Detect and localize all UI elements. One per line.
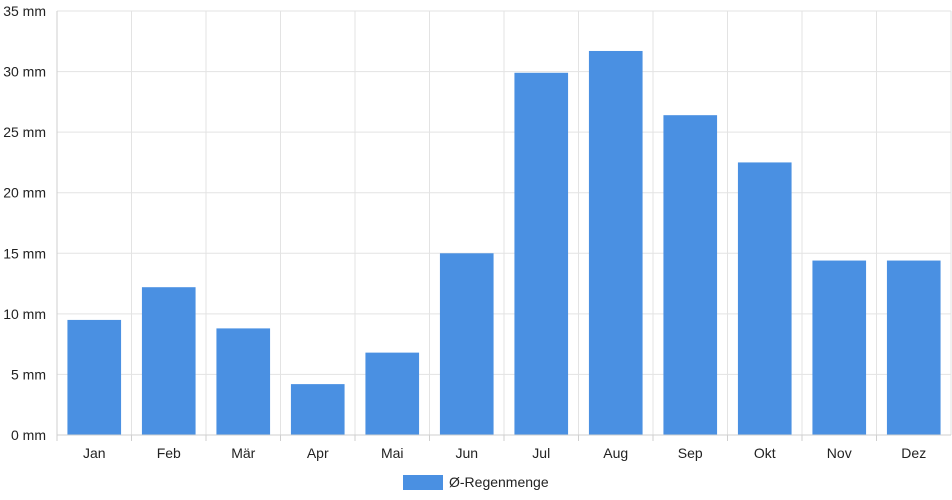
bar-apr — [290, 384, 345, 435]
x-axis-tick-labels: Jan Feb Mär Apr Mai Jun Jul Aug Sep Okt Nov Dez — [83, 445, 926, 461]
bar-jul — [514, 72, 569, 435]
x-tick-label: Jun — [455, 445, 478, 461]
x-tick-label: Jul — [532, 445, 550, 461]
y-tick-label: 10 mm — [3, 306, 46, 322]
y-tick-label: 0 mm — [11, 427, 46, 443]
x-tick-label: Sep — [678, 445, 703, 461]
bar-sep — [663, 115, 718, 435]
bar-mär — [216, 328, 271, 435]
y-tick-label: 15 mm — [3, 245, 46, 261]
bar-okt — [737, 162, 792, 435]
y-tick-label: 35 mm — [3, 3, 46, 19]
legend-swatch — [403, 475, 443, 490]
bar-jun — [439, 253, 494, 435]
x-tick-label: Nov — [827, 445, 852, 461]
x-tick-label: Aug — [603, 445, 628, 461]
legend-label: Ø-Regenmenge — [449, 474, 549, 490]
axes — [56, 11, 951, 441]
bar-feb — [141, 287, 196, 435]
bar-mai — [365, 352, 420, 435]
bar-nov — [812, 260, 867, 435]
grid-lines — [57, 10, 952, 435]
bar-dez — [886, 260, 941, 435]
x-tick-label: Apr — [307, 445, 329, 461]
bars — [67, 50, 941, 435]
x-tick-label: Dez — [901, 445, 926, 461]
bar-aug — [588, 50, 643, 435]
y-tick-label: 5 mm — [11, 366, 46, 382]
legend: Ø-Regenmenge — [403, 474, 549, 490]
y-tick-label: 25 mm — [3, 124, 46, 140]
x-tick-label: Jan — [83, 445, 106, 461]
bar-jan — [67, 319, 122, 435]
x-tick-label: Okt — [754, 445, 776, 461]
x-tick-label: Feb — [157, 445, 181, 461]
y-tick-label: 30 mm — [3, 64, 46, 80]
y-tick-label: 20 mm — [3, 185, 46, 201]
y-axis-tick-labels: 0 mm 5 mm 10 mm 15 mm 20 mm 25 mm 30 mm 35 mm — [3, 3, 46, 443]
x-tick-label: Mär — [231, 445, 255, 461]
x-tick-label: Mai — [381, 445, 404, 461]
